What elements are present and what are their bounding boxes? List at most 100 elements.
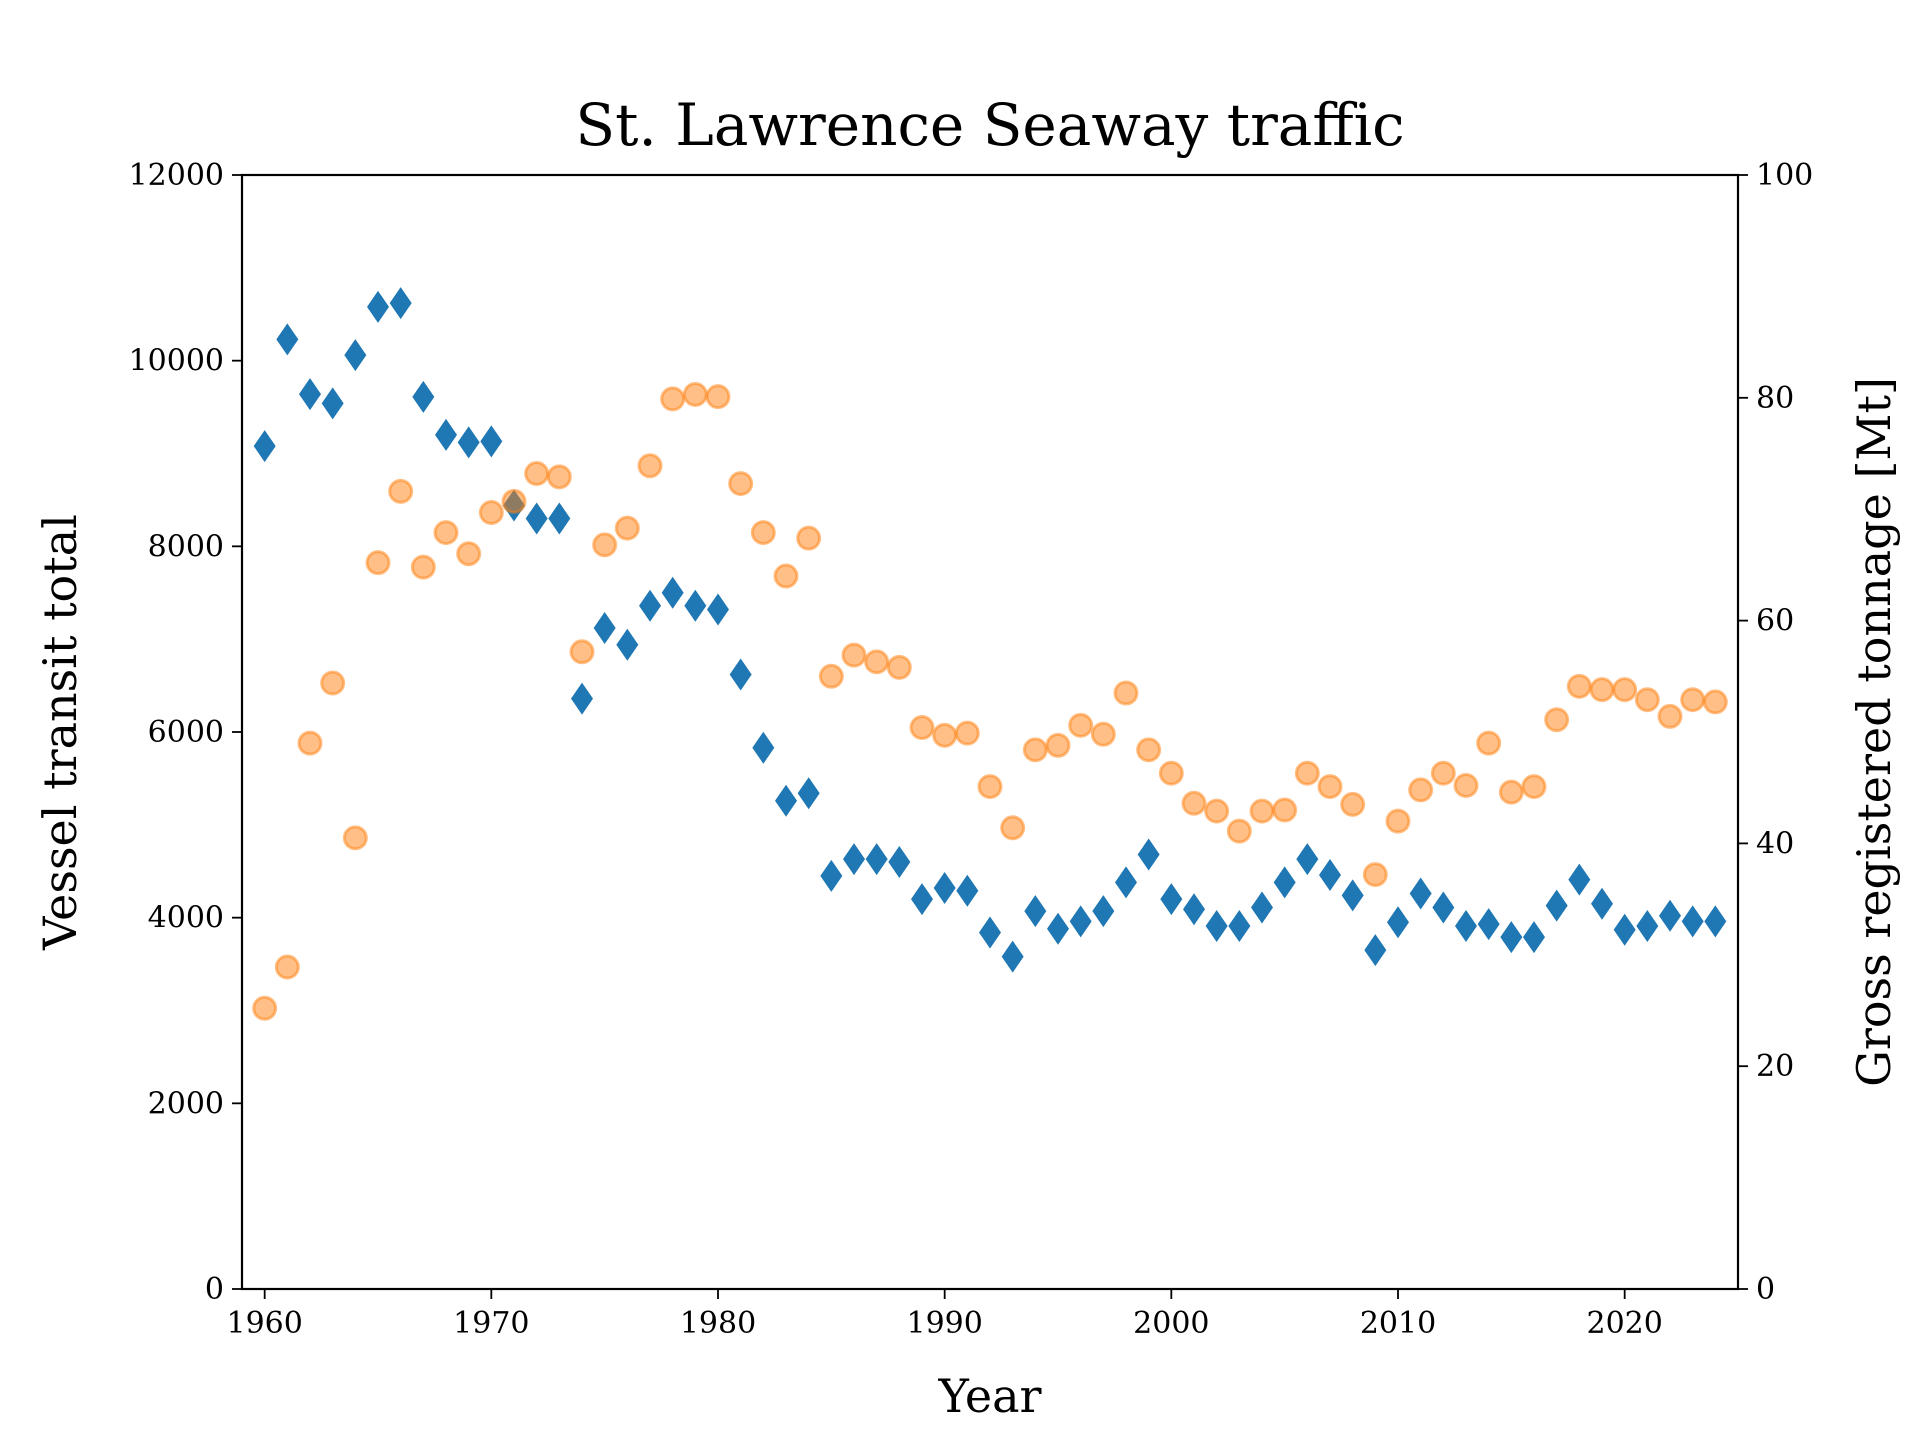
- tonnage-point: [864, 649, 890, 675]
- vessel-point: [1455, 910, 1477, 943]
- tonnage-point: [614, 515, 640, 541]
- tonnage-point: [297, 730, 323, 756]
- vessel-point: [389, 287, 412, 320]
- tonnage-point: [1408, 777, 1434, 803]
- vessel-point: [1545, 889, 1568, 922]
- vessel-point: [933, 871, 956, 904]
- vessel-point: [1387, 906, 1409, 939]
- tonnage-point: [841, 642, 867, 668]
- vessel-point: [1273, 866, 1296, 899]
- y2-tick-label: 60: [1756, 604, 1794, 639]
- tonnage-point: [1294, 760, 1320, 786]
- tonnage-point: [365, 550, 391, 576]
- tonnage-point: [773, 563, 799, 589]
- vessel-point: [843, 843, 865, 876]
- y-axis-label: Vessel transit total: [33, 514, 87, 951]
- tonnage-point: [1566, 673, 1592, 699]
- tonnage-point: [478, 500, 504, 526]
- tonnage-point: [682, 381, 708, 407]
- vessel-point: [1613, 913, 1636, 946]
- vessel-point: [253, 430, 276, 463]
- vessel-point: [276, 323, 299, 356]
- tonnage-point: [1385, 808, 1411, 834]
- vessel-point: [1296, 843, 1319, 876]
- tonnage-point: [1226, 818, 1252, 844]
- x-axis-label: Year: [937, 1369, 1041, 1423]
- x-tick-label: 2000: [1133, 1306, 1209, 1341]
- tonnage-point: [1498, 779, 1524, 805]
- tonnage-point: [637, 453, 663, 479]
- vessel-point: [752, 731, 775, 764]
- vessel-point: [1228, 910, 1251, 943]
- tonnage-point: [1544, 707, 1570, 733]
- tonnage-point: [1317, 774, 1343, 800]
- x-tick-label: 1980: [680, 1306, 756, 1341]
- x-tick-label: 1970: [453, 1306, 529, 1341]
- vessel-point: [593, 612, 616, 645]
- tonnage-point: [1113, 680, 1139, 706]
- y2-axis-label: Gross registered tonnage [Mt]: [1847, 377, 1901, 1087]
- y-axis-ticks: 0 2000 4000 6000 8000 10000 12000: [129, 158, 242, 1307]
- tonnage-point: [1453, 772, 1479, 798]
- tonnage-point: [524, 461, 550, 487]
- tonnage-point: [456, 541, 482, 567]
- vessel-point: [1205, 910, 1228, 943]
- vessel-point: [1568, 863, 1591, 896]
- tonnage-point: [750, 520, 776, 546]
- vessel-point: [639, 589, 661, 622]
- y-tick-label: 12000: [129, 158, 224, 193]
- tonnage-point: [1680, 687, 1706, 713]
- tonnage-point: [1090, 721, 1116, 747]
- y2-tick-label: 0: [1756, 1272, 1775, 1307]
- tonnage-point: [1272, 797, 1298, 823]
- tonnage-point: [728, 471, 754, 497]
- vessel-point: [1477, 908, 1500, 941]
- vessel-point: [707, 593, 729, 626]
- tonnage-point: [705, 384, 731, 410]
- tonnage-point: [954, 720, 980, 746]
- vessel-point: [1183, 893, 1205, 926]
- vessel-point: [661, 576, 684, 609]
- tonnage-point: [1362, 862, 1388, 888]
- tonnage-point: [501, 488, 527, 514]
- vessel-point: [571, 682, 593, 715]
- y2-tick-label: 100: [1756, 158, 1813, 193]
- vessel-point: [548, 502, 571, 535]
- vessel-point: [1047, 912, 1069, 945]
- vessel-point: [1659, 899, 1681, 932]
- x-tick-label: 1960: [226, 1306, 302, 1341]
- y2-axis-ticks: 0 20 40 60 80 100: [1738, 158, 1813, 1307]
- tonnage-point: [1022, 737, 1048, 763]
- vessel-point: [1251, 891, 1273, 924]
- vessel-point: [729, 658, 752, 691]
- vessel-point: [1115, 866, 1137, 899]
- vessel-point: [979, 916, 1001, 949]
- tonnage-point: [1657, 703, 1683, 729]
- vessel-point: [344, 339, 367, 372]
- tonnage-point: [342, 825, 368, 851]
- tonnage-point: [660, 386, 686, 412]
- vessel-point: [457, 426, 480, 459]
- vessel-point: [299, 378, 321, 411]
- vessel-point: [1409, 877, 1432, 910]
- vessel-point: [684, 589, 707, 622]
- tonnage-point: [909, 715, 935, 741]
- vessel-point: [1341, 879, 1364, 912]
- vessel-point: [865, 843, 888, 876]
- vessel-point: [956, 874, 979, 907]
- y2-tick-label: 80: [1756, 381, 1794, 416]
- tonnage-point: [1430, 760, 1456, 786]
- tonnage-point: [977, 774, 1003, 800]
- tonnage-point: [1612, 677, 1638, 703]
- tonnage-point: [1340, 791, 1366, 817]
- vessel-point: [1364, 934, 1387, 967]
- vessel-point: [1092, 895, 1115, 928]
- tonnage-point: [1702, 689, 1728, 715]
- tonnage-point: [274, 954, 300, 980]
- tonnage-point: [1068, 712, 1094, 738]
- y-tick-label: 0: [205, 1272, 224, 1307]
- vessel-point: [1591, 887, 1613, 920]
- vessel-point: [1319, 858, 1341, 891]
- tonnage-point: [1249, 798, 1275, 824]
